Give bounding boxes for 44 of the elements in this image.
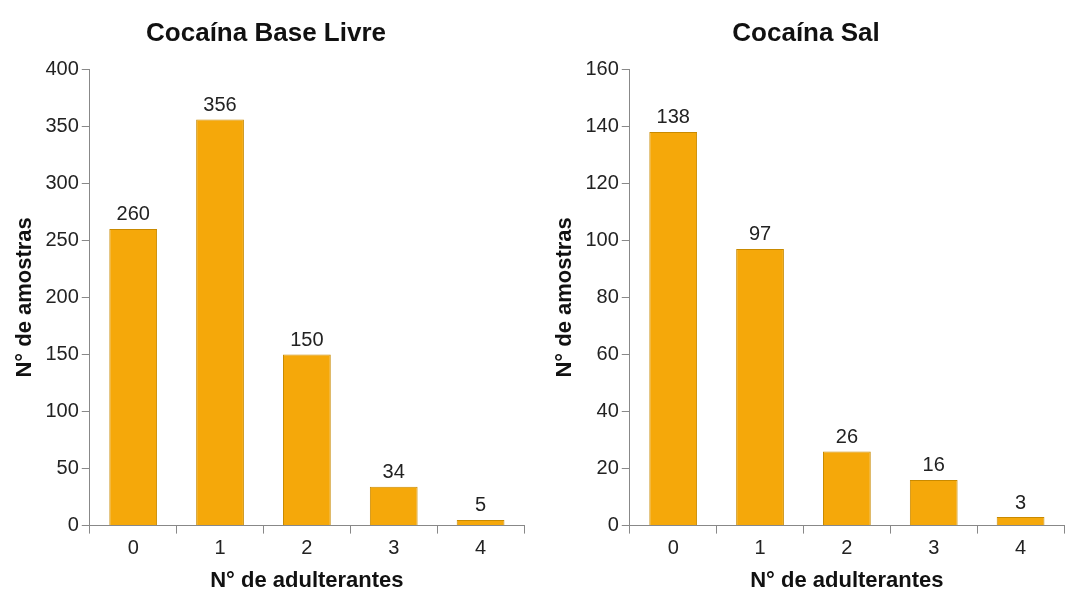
x-tick-label: 2 bbox=[841, 536, 853, 559]
y-tick-label: 20 bbox=[596, 456, 619, 479]
x-tick-label: 0 bbox=[127, 536, 139, 559]
y-tick-label: 40 bbox=[596, 399, 619, 422]
chart-title: Cocaína Sal bbox=[732, 16, 880, 47]
x-tick-label: 1 bbox=[214, 536, 226, 559]
data-label: 16 bbox=[922, 453, 945, 476]
y-tick-label: 140 bbox=[585, 113, 619, 136]
data-label: 97 bbox=[748, 222, 772, 245]
y-tick-label: 100 bbox=[45, 399, 79, 422]
y-tick-label: 80 bbox=[596, 284, 619, 307]
y-tick-label: 150 bbox=[45, 341, 79, 364]
y-axis-title: N° de amostras bbox=[551, 217, 577, 378]
x-axis-title: N° de adulterantes bbox=[210, 566, 404, 592]
data-label: 356 bbox=[203, 92, 237, 115]
y-tick-label: 50 bbox=[56, 456, 79, 479]
data-label: 26 bbox=[835, 424, 859, 447]
y-tick-label: 200 bbox=[45, 284, 79, 307]
data-label: 34 bbox=[382, 460, 405, 483]
data-label: 260 bbox=[116, 202, 150, 225]
x-tick-label: 4 bbox=[1015, 536, 1027, 559]
x-tick-label: 0 bbox=[667, 536, 679, 559]
data-label: 138 bbox=[656, 105, 690, 128]
y-tick-label: 160 bbox=[585, 56, 619, 79]
x-tick-label: 2 bbox=[301, 536, 313, 559]
x-tick-label: 3 bbox=[928, 536, 940, 559]
data-label: 5 bbox=[475, 493, 487, 516]
y-tick-label: 0 bbox=[607, 513, 619, 536]
y-tick-label: 300 bbox=[45, 170, 79, 193]
data-label: 150 bbox=[290, 327, 324, 350]
y-tick-label: 0 bbox=[67, 513, 79, 536]
y-tick-label: 400 bbox=[45, 56, 79, 79]
data-label: 3 bbox=[1015, 490, 1027, 513]
x-tick-label: 1 bbox=[754, 536, 766, 559]
y-tick-label: 350 bbox=[45, 113, 79, 136]
x-axis-title: N° de adulterantes bbox=[750, 566, 944, 592]
x-tick-label: 3 bbox=[388, 536, 400, 559]
x-tick-label: 4 bbox=[475, 536, 487, 559]
y-tick-label: 60 bbox=[596, 341, 619, 364]
chart-title: Cocaína Base Livre bbox=[146, 16, 386, 47]
y-axis-title: N° de amostras bbox=[11, 217, 37, 378]
y-tick-label: 250 bbox=[45, 227, 79, 250]
y-tick-label: 120 bbox=[585, 170, 619, 193]
y-tick-label: 100 bbox=[585, 227, 619, 250]
